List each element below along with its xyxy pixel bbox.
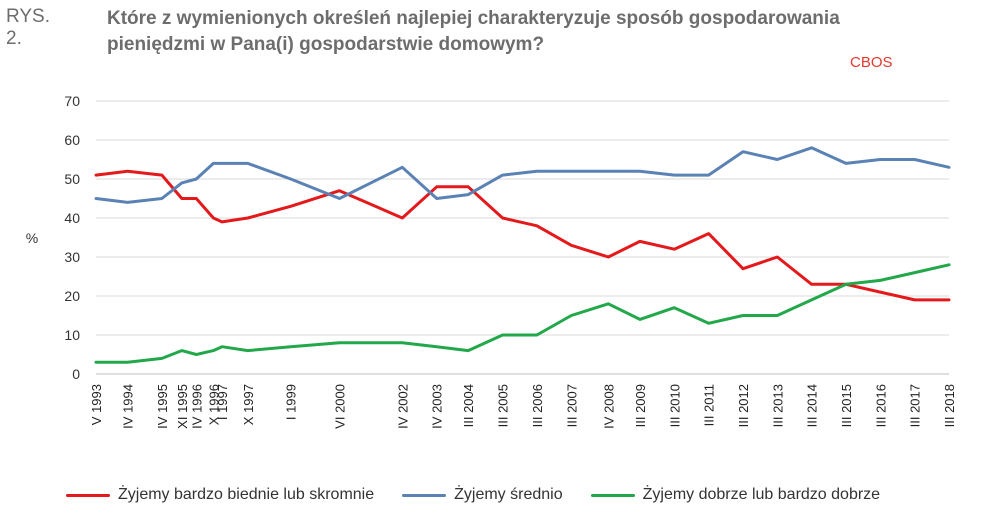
x-tick-label: V 1993 — [89, 384, 104, 425]
gridlines — [96, 100, 949, 375]
source-label: CBOS — [850, 54, 893, 71]
y-tick-label: 0 — [72, 366, 80, 382]
x-tick-label: IV 1996 — [189, 384, 204, 429]
x-tick-label: III 2010 — [667, 384, 682, 427]
x-tick-label: IV 1995 — [155, 384, 170, 429]
line-chart: 0 10 20 30 40 50 60 70 V 1993 IV 1994 IV 1995 XI 1… — [26, 93, 957, 429]
series-line-0 — [94, 169, 951, 302]
x-tick-label: III 2018 — [942, 384, 957, 427]
y-tick-label: 30 — [64, 249, 80, 265]
chart-title: Które z wymienionych określeń najlepiej … — [107, 8, 840, 55]
x-tick-label: III 2009 — [633, 384, 648, 427]
x-tick-label: XI 1995 — [175, 384, 190, 429]
x-tick-label: IV 2008 — [601, 384, 616, 429]
x-tick-label: III 2013 — [770, 384, 785, 427]
x-tick-label: III 2007 — [564, 384, 579, 427]
y-tick-label: 20 — [64, 288, 80, 304]
y-axis-label: % — [26, 230, 38, 246]
x-axis-ticks: V 1993 IV 1994 IV 1995 XI 1995 IV 1996 X 1996… — [89, 384, 957, 429]
y-tick-label: 50 — [64, 171, 80, 187]
x-tick-label: IV 2002 — [395, 384, 410, 429]
x-tick-label: III 2011 — [702, 384, 717, 426]
x-tick-label: I 1999 — [284, 384, 299, 420]
series-lines — [94, 146, 951, 364]
x-tick-label: I 1997 — [215, 384, 230, 420]
x-tick-label: X 1997 — [241, 384, 256, 425]
legend-item-blue: Żyjemy średnio — [402, 486, 563, 504]
y-tick-label: 10 — [64, 327, 80, 343]
legend: Żyjemy bardzo biednie lub skromnie Żyjem… — [66, 486, 966, 504]
x-tick-label: X 1996 — [206, 384, 221, 425]
x-tick-label: III 2004 — [461, 384, 476, 427]
legend-label-green: Żyjemy dobrze lub bardzo dobrze — [642, 486, 881, 503]
x-tick-label: III 2012 — [736, 384, 751, 427]
x-tick-label: IV 1994 — [121, 384, 136, 429]
legend-label-blue: Żyjemy średnio — [454, 486, 563, 503]
x-tick-label: III 2014 — [805, 384, 820, 427]
legend-swatch-blue — [402, 493, 447, 497]
y-tick-label: 60 — [64, 132, 80, 148]
legend-item-red: Żyjemy bardzo biednie lub skromnie — [66, 486, 374, 504]
figure-label: RYS. 2. — [6, 6, 51, 49]
legend-swatch-red — [66, 493, 110, 497]
x-tick-label: IV 2003 — [430, 384, 445, 429]
legend-item-green: Żyjemy dobrze lub bardzo dobrze — [590, 486, 881, 504]
y-tick-label: 70 — [64, 93, 80, 109]
legend-label-red: Żyjemy bardzo biednie lub skromnie — [118, 486, 375, 503]
y-axis-ticks: 0 10 20 30 40 50 60 70 — [64, 93, 80, 382]
y-tick-label: 40 — [64, 210, 80, 226]
x-tick-label: III 2016 — [873, 384, 888, 427]
series-line-2 — [94, 263, 951, 364]
series-line-1 — [94, 146, 951, 204]
x-tick-label: III 2017 — [908, 384, 923, 427]
x-tick-label: VI 2000 — [332, 384, 347, 429]
x-tick-label: III 2005 — [496, 384, 511, 427]
x-tick-label: III 2015 — [839, 384, 854, 427]
legend-swatch-green — [590, 493, 635, 497]
x-tick-label: III 2006 — [530, 384, 545, 427]
